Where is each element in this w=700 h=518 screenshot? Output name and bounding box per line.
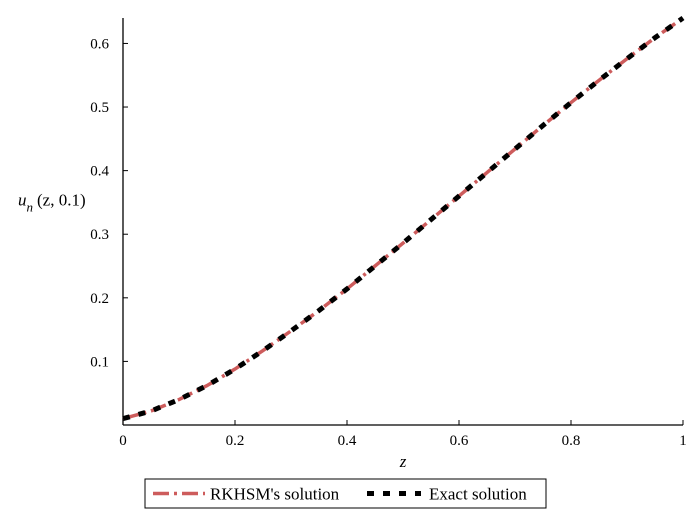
legend-label-exact: Exact solution: [429, 485, 527, 504]
x-axis-title: z: [399, 452, 407, 471]
y-axis-title-base: u: [18, 191, 27, 210]
plot-area: 0 0.2 0.4 0.6 0.8 1 0.1 0.2 0.3 0.4 0.5 0.6: [90, 15, 687, 449]
y-axis-ticks: 0.1 0.2 0.3 0.4 0.5 0.6: [90, 36, 128, 370]
x-tick-label: 0.6: [450, 433, 469, 449]
y-axis-title-args: (z, 0.1): [37, 191, 86, 210]
x-tick-label: 0.8: [562, 433, 581, 449]
legend-box: [144, 478, 547, 509]
legend: RKHSM's solution Exact solution: [144, 478, 547, 509]
y-tick-label: 0.3: [90, 227, 109, 243]
x-axis-ticks: 0 0.2 0.4 0.6 0.8 1: [119, 420, 687, 449]
x-tick-label: 0: [119, 433, 127, 449]
x-tick-label: 0.2: [226, 433, 245, 449]
legend-label-rkhsm: RKHSM's solution: [210, 485, 340, 504]
y-tick-label: 0.2: [90, 291, 109, 307]
y-tick-label: 0.4: [90, 164, 109, 180]
series-layer: [122, 15, 685, 422]
x-tick-label: 1: [679, 433, 687, 449]
y-axis-title-subscript: n: [27, 200, 34, 215]
series-line-0: [122, 16, 685, 421]
x-tick-label: 0.4: [338, 433, 357, 449]
series-line-1: [122, 15, 685, 422]
y-axis-title: un (z, 0.1): [18, 191, 86, 215]
y-tick-label: 0.1: [90, 354, 109, 370]
y-tick-label: 0.6: [90, 36, 109, 52]
y-tick-label: 0.5: [90, 100, 109, 116]
